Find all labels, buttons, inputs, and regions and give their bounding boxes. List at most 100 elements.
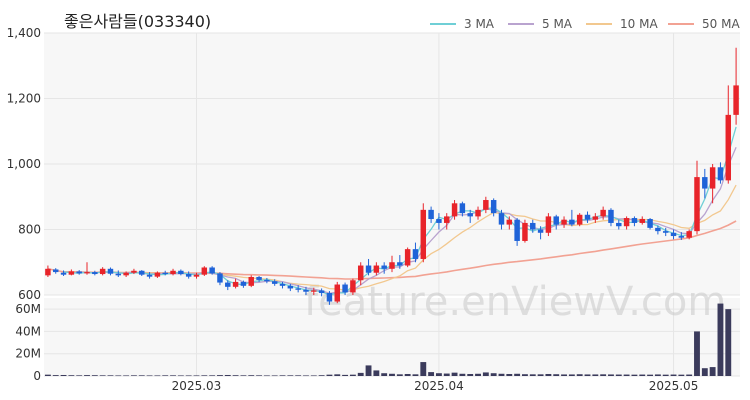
candle-body bbox=[397, 262, 403, 266]
candle-body bbox=[694, 177, 700, 232]
candle-body bbox=[576, 214, 583, 225]
candle-body bbox=[592, 216, 599, 220]
candle-body bbox=[514, 219, 520, 241]
candlestick bbox=[84, 262, 90, 275]
candle-body bbox=[467, 213, 473, 217]
candle-body bbox=[60, 272, 67, 275]
candle-body bbox=[350, 280, 356, 293]
volume-bar bbox=[107, 375, 114, 376]
legend-item: 10 MA bbox=[586, 17, 658, 31]
volume-bar bbox=[295, 375, 302, 376]
volume-bar bbox=[271, 375, 278, 377]
candlestick bbox=[68, 269, 75, 276]
volume-bar bbox=[177, 375, 184, 377]
candle-body bbox=[248, 276, 254, 286]
candlestick bbox=[522, 219, 528, 243]
candlestick bbox=[444, 213, 450, 230]
volume-bar bbox=[654, 374, 661, 376]
candlestick bbox=[725, 85, 732, 184]
volume-bar bbox=[279, 375, 286, 376]
candlestick bbox=[193, 272, 200, 279]
volume-bar bbox=[76, 375, 83, 376]
candle-body bbox=[287, 285, 294, 289]
volume-bar bbox=[185, 375, 192, 377]
legend-label: 5 MA bbox=[542, 17, 573, 31]
volume-bar bbox=[131, 375, 137, 376]
volume-bar bbox=[334, 374, 341, 376]
candlestick bbox=[686, 229, 692, 240]
volume-bar bbox=[631, 374, 638, 376]
candle-body bbox=[373, 265, 380, 273]
volume-bar bbox=[709, 367, 716, 376]
candlestick bbox=[389, 255, 395, 273]
volume-bar bbox=[318, 375, 325, 376]
legend: 3 MA 5 MA 10 MA 50 MA bbox=[430, 17, 740, 31]
date-tick-label: 2025.03 bbox=[172, 379, 222, 393]
volume-bar bbox=[529, 374, 536, 376]
candle-body bbox=[670, 232, 677, 237]
candlestick bbox=[240, 280, 247, 288]
candlestick bbox=[123, 271, 129, 277]
candle-body bbox=[459, 203, 466, 214]
candle-body bbox=[115, 273, 122, 276]
candle-body bbox=[428, 209, 434, 220]
candle-body bbox=[162, 272, 168, 275]
candle-body bbox=[92, 272, 98, 275]
volume-bar bbox=[482, 372, 489, 376]
candle-body bbox=[201, 267, 208, 275]
candle-body bbox=[342, 284, 348, 293]
volume-bar bbox=[342, 374, 349, 376]
candlestick bbox=[616, 219, 622, 230]
candlestick bbox=[178, 269, 184, 276]
volume-tick-label: 60M bbox=[15, 302, 41, 316]
candlestick bbox=[303, 286, 309, 295]
candle-body bbox=[490, 200, 497, 214]
candlestick bbox=[404, 247, 411, 268]
candle-body bbox=[662, 231, 669, 233]
candlestick bbox=[717, 162, 724, 184]
chart-title: 좋은사람들(033340) bbox=[64, 12, 211, 31]
candlestick bbox=[412, 242, 419, 263]
candle-body bbox=[537, 229, 544, 233]
volume-bar bbox=[365, 365, 372, 376]
volume-bar bbox=[686, 374, 693, 376]
volume-bars bbox=[44, 303, 732, 377]
volume-bar bbox=[381, 373, 388, 376]
volume-bar bbox=[146, 375, 153, 377]
candle-body bbox=[709, 167, 716, 189]
candlestick bbox=[365, 258, 372, 276]
candle-body bbox=[647, 219, 653, 228]
candlestick bbox=[608, 208, 614, 227]
candle-body bbox=[717, 167, 724, 181]
candlestick bbox=[709, 164, 716, 204]
candle-body bbox=[84, 272, 90, 274]
watermark: feature.enViewV.com bbox=[304, 279, 726, 325]
volume-bar bbox=[600, 374, 607, 376]
volume-bar bbox=[561, 374, 567, 376]
candlestick bbox=[655, 225, 661, 235]
volume-bar bbox=[326, 374, 333, 376]
candle-body bbox=[193, 274, 200, 277]
volume-bar bbox=[553, 374, 560, 376]
candlestick bbox=[631, 216, 638, 227]
candle-body bbox=[608, 209, 614, 223]
legend-item: 5 MA bbox=[508, 17, 573, 31]
legend-item: 50 MA bbox=[668, 17, 740, 31]
candlestick bbox=[357, 262, 364, 286]
volume-bar bbox=[490, 373, 497, 376]
volume-bar bbox=[99, 375, 106, 376]
candlestick bbox=[459, 201, 466, 217]
volume-bar bbox=[584, 374, 591, 376]
candle-body bbox=[569, 219, 575, 225]
volume-bar bbox=[248, 375, 255, 376]
candlestick bbox=[561, 216, 567, 228]
candle-body bbox=[522, 222, 528, 241]
volume-bar bbox=[647, 374, 653, 376]
volume-bar bbox=[357, 372, 364, 376]
candlestick bbox=[162, 270, 168, 276]
volume-bar bbox=[568, 374, 575, 376]
candle-body bbox=[217, 273, 223, 283]
candle-body bbox=[702, 177, 708, 189]
candlestick bbox=[678, 232, 685, 240]
candle-body bbox=[725, 114, 732, 181]
